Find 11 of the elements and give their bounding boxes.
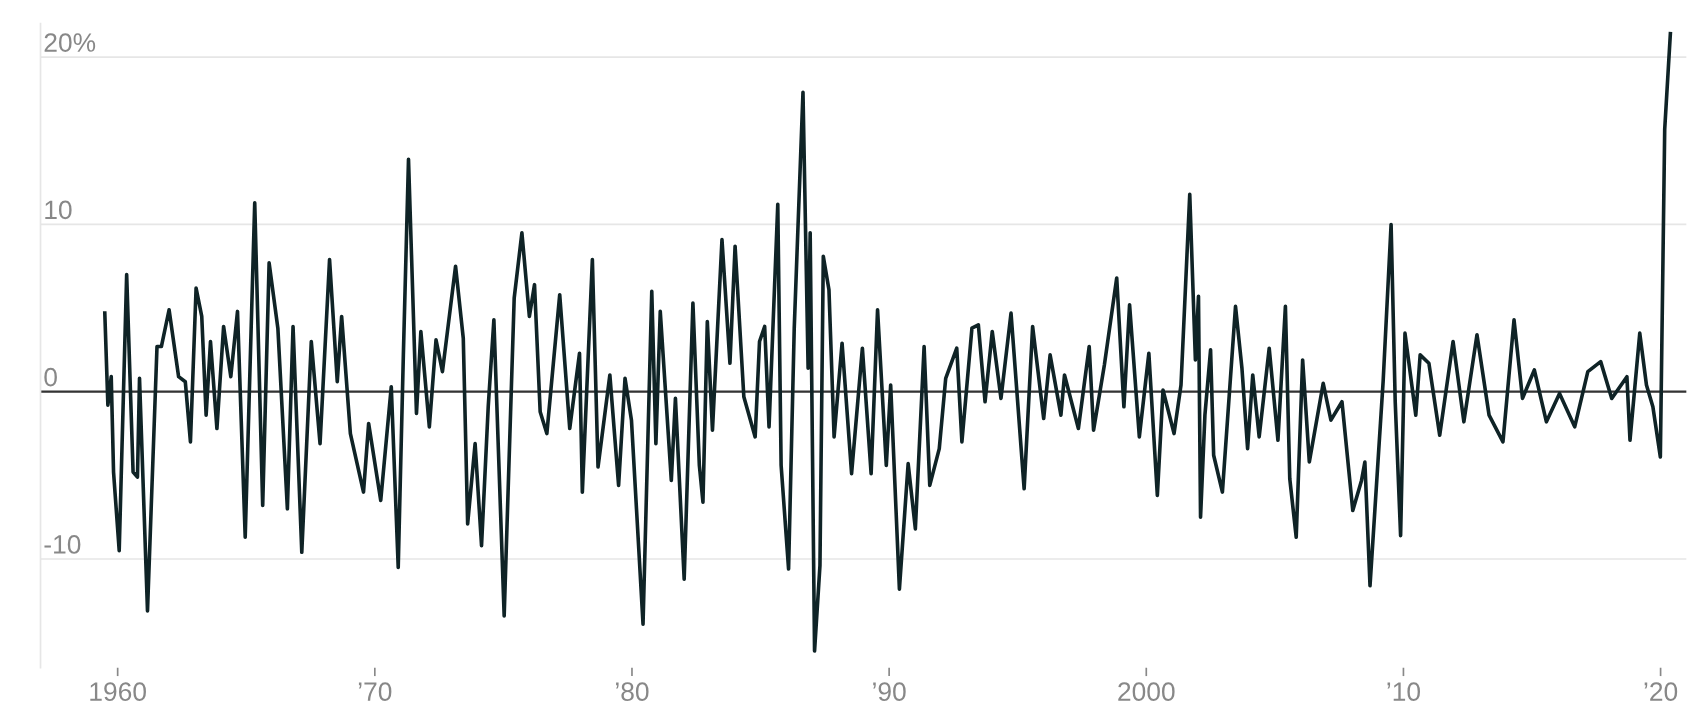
x-tick-label: ’20 [1644,682,1678,702]
x-tick-label: ’70 [358,682,392,702]
x-tick-label: ’10 [1387,682,1421,702]
y-tick-label: 10 [45,200,72,220]
x-tick-label: 1960 [90,682,146,702]
y-tick-label: -10 [44,535,81,554]
y-tick-label: 0 [44,367,57,387]
y-tick-label: 20% [44,33,96,52]
x-tick-label: ’90 [873,682,906,702]
x-tick-label: 2000 [1118,682,1175,702]
x-tick-label: ’80 [616,682,649,702]
